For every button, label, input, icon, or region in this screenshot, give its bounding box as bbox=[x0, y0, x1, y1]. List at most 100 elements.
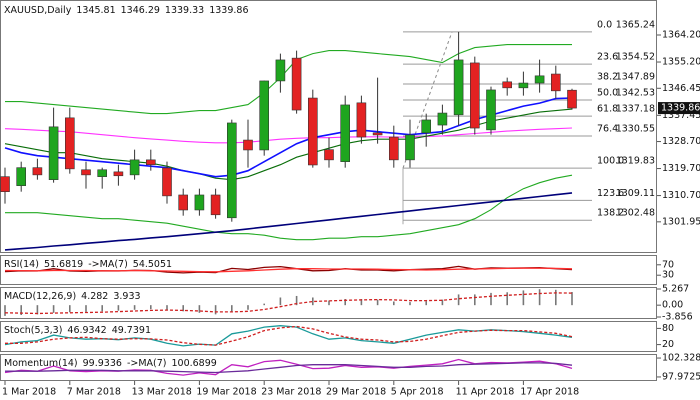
candle-body bbox=[486, 89, 496, 131]
histogram-bar bbox=[538, 289, 541, 306]
header-part: 99.9336 bbox=[83, 358, 122, 369]
y-tick-label: 30 bbox=[662, 270, 674, 281]
fib-level: 23.6 bbox=[597, 52, 618, 63]
header-part: 49.7391 bbox=[112, 325, 151, 336]
header-part: Momentum(14) bbox=[4, 358, 78, 369]
x-tick-label: 13 Mar 2018 bbox=[132, 387, 192, 398]
histogram-bar bbox=[376, 299, 379, 306]
x-tick-label: 23 Mar 2018 bbox=[261, 387, 321, 398]
candle-body bbox=[129, 159, 140, 176]
header-part: 54.5051 bbox=[133, 259, 172, 270]
y-tick-label: 1364.20 bbox=[662, 30, 700, 41]
histogram-bar bbox=[555, 289, 557, 306]
histogram-bar bbox=[295, 295, 298, 306]
header-part: 1346.29 bbox=[121, 5, 160, 16]
candle-body bbox=[502, 81, 513, 89]
histogram-bar bbox=[328, 300, 330, 306]
main-frame bbox=[0, 0, 657, 253]
fib-level: 38.2 bbox=[597, 71, 618, 82]
fib-price: 1342.53 bbox=[616, 88, 655, 99]
overlay-line bbox=[4, 192, 573, 251]
indicator-line bbox=[5, 362, 573, 374]
histogram-bar bbox=[409, 302, 411, 306]
fib-price: 1365.24 bbox=[616, 19, 655, 30]
indicator-line bbox=[5, 325, 573, 346]
y-tick-label: 1328.70 bbox=[662, 136, 700, 147]
histogram-bar bbox=[133, 305, 136, 310]
fib-level: 138.2 bbox=[597, 208, 624, 219]
fib-price: 1319.83 bbox=[616, 156, 655, 167]
x-tick-label: 29 Mar 2018 bbox=[326, 387, 386, 398]
candle-body bbox=[567, 89, 577, 109]
candle-body bbox=[32, 167, 43, 176]
fib-level: 61.8 bbox=[597, 104, 618, 115]
histogram-bar bbox=[279, 297, 282, 306]
fib-price: 1337.18 bbox=[616, 104, 655, 115]
fib-price: 1302.48 bbox=[616, 208, 655, 219]
histogram-bar bbox=[571, 292, 573, 306]
y-tick-label: 1301.95 bbox=[662, 216, 700, 227]
y-tick-label: 102.3288 bbox=[662, 353, 700, 364]
y-tick-label: 1346.45 bbox=[662, 83, 700, 94]
panel-header: MACD(12,26,9) 4.282 3.933 bbox=[4, 291, 141, 302]
candle-body bbox=[469, 62, 480, 129]
histogram-bar bbox=[360, 299, 363, 306]
header-part: XAUUSD,Daily bbox=[4, 5, 72, 16]
candle-body bbox=[0, 176, 10, 192]
candle-body bbox=[291, 57, 302, 111]
indicator-line bbox=[4, 325, 573, 347]
fib-level: 0.0 bbox=[597, 19, 612, 30]
price-label: 1339.86 bbox=[661, 103, 700, 114]
histogram-bar bbox=[36, 305, 39, 315]
y-tick-label: 80 bbox=[662, 323, 674, 334]
histogram-bar bbox=[52, 305, 55, 313]
panel-header: Stoch(5,3,3) 46.9342 49.7391 bbox=[4, 325, 151, 336]
y-tick-label: 70 bbox=[662, 259, 674, 270]
header-part: Stoch(5,3,3) bbox=[4, 325, 62, 336]
y-tick-label: 1355.20 bbox=[662, 57, 700, 68]
header-part: 1339.33 bbox=[165, 5, 204, 16]
indicator-line bbox=[4, 267, 573, 273]
candle-body bbox=[372, 132, 383, 136]
candle-body bbox=[453, 59, 464, 116]
header-part: 46.9342 bbox=[67, 325, 106, 336]
price-box bbox=[658, 102, 700, 115]
y-tick-label: 5.267 bbox=[662, 284, 689, 295]
histogram-bar bbox=[85, 305, 87, 312]
header-part: ->MA(7) bbox=[88, 259, 128, 270]
header-part: 100.6899 bbox=[171, 358, 216, 369]
candle-body bbox=[113, 171, 124, 177]
histogram-bar bbox=[182, 305, 184, 312]
overlay-line bbox=[4, 127, 573, 144]
candle-body bbox=[178, 194, 188, 211]
candle-body bbox=[275, 59, 286, 82]
y-tick-label: -3.856 bbox=[662, 312, 693, 323]
histogram-bar bbox=[4, 305, 6, 316]
histogram-bar bbox=[214, 305, 217, 315]
panel-header: XAUUSD,Daily 1345.81 1346.29 1339.33 1339.86 bbox=[4, 5, 249, 16]
fib-price: 1347.89 bbox=[616, 71, 655, 82]
histogram-bar bbox=[101, 305, 103, 312]
candle-body bbox=[162, 167, 172, 197]
rsi-frame bbox=[0, 255, 657, 285]
stoch-frame bbox=[0, 321, 657, 352]
histogram-bar bbox=[393, 301, 395, 306]
candle-body bbox=[340, 104, 351, 162]
candle-body bbox=[243, 139, 253, 151]
histogram-bar bbox=[474, 294, 476, 306]
histogram-bar bbox=[166, 305, 168, 310]
candle-body bbox=[518, 82, 529, 89]
candle-body bbox=[405, 134, 415, 161]
y-tick-label: 1319.70 bbox=[662, 163, 700, 174]
histogram-bar bbox=[69, 305, 71, 313]
x-tick-label: 1 Mar 2018 bbox=[2, 387, 56, 398]
candle-body bbox=[65, 117, 75, 170]
histogram-bar bbox=[198, 305, 201, 313]
histogram-bar bbox=[312, 297, 314, 306]
histogram-bar bbox=[263, 303, 265, 306]
histogram-bar bbox=[117, 305, 120, 311]
header-part: RSI(14) bbox=[4, 259, 39, 270]
candle-body bbox=[550, 73, 561, 92]
header-part: ->MA(7) bbox=[127, 358, 167, 369]
